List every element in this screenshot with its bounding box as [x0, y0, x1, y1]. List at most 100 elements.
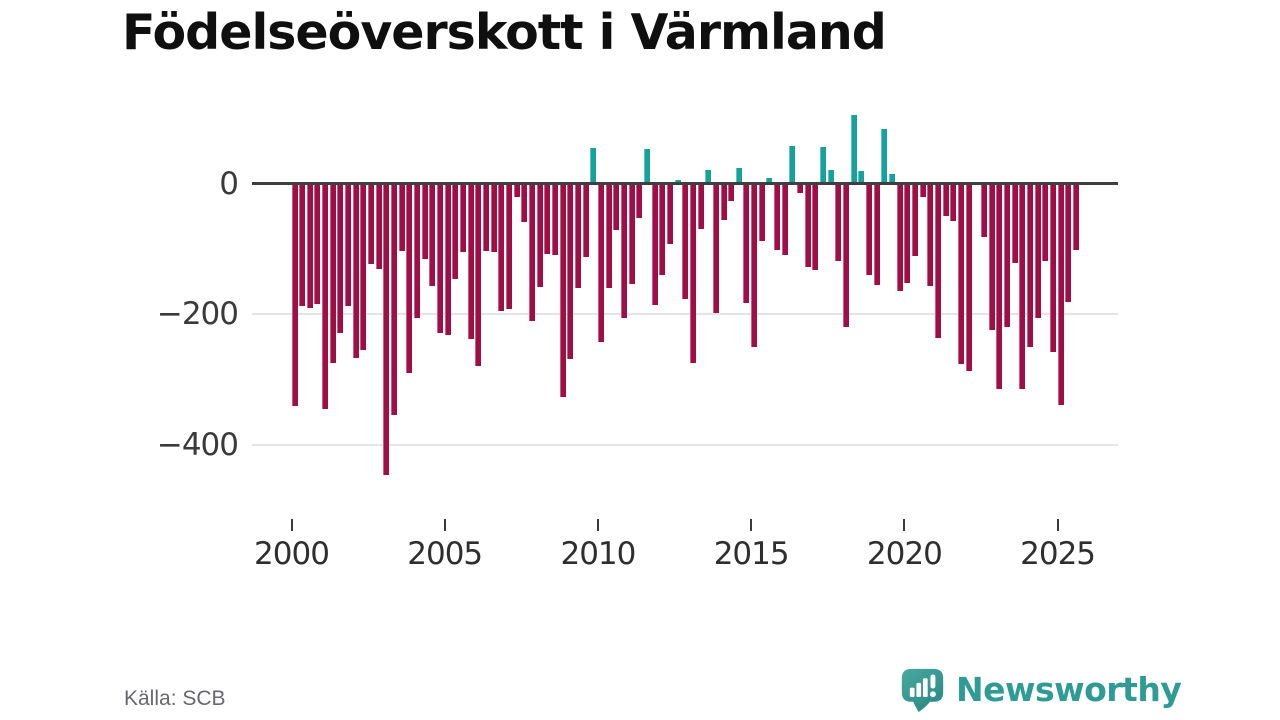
bar-2019Q1	[873, 183, 880, 285]
y-tick-label--400: −400	[156, 427, 239, 464]
bar-2009Q4	[590, 148, 597, 184]
bar-2013Q2	[697, 183, 704, 230]
bar-2018Q1	[843, 183, 850, 327]
bar-2004Q2	[421, 183, 428, 259]
x-tick-mark-2020	[903, 519, 906, 531]
bar-2007Q2	[513, 183, 520, 198]
bar-2005Q4	[467, 183, 474, 340]
bar-2000Q2	[299, 183, 306, 306]
brand-logo: Newsworthy	[899, 666, 1182, 713]
x-tick-label-2015: 2015	[713, 536, 790, 572]
bar-2023Q4	[1019, 183, 1026, 389]
bar-2004Q4	[437, 183, 444, 333]
bar-2019Q3	[889, 173, 896, 184]
bar-2021Q2	[942, 183, 949, 216]
bar-2013Q1	[689, 183, 696, 364]
bar-2019Q2	[881, 129, 888, 184]
bar-2006Q3	[490, 183, 497, 253]
bar-2006Q1	[475, 183, 482, 366]
bar-2010Q4	[620, 183, 627, 319]
bar-2021Q4	[958, 183, 964, 364]
x-tick-label-2005: 2005	[407, 536, 483, 572]
bar-2005Q3	[460, 183, 467, 253]
bar-2022Q1	[965, 183, 972, 371]
bar-2021Q3	[950, 183, 957, 221]
bar-2002Q4	[375, 183, 382, 270]
bar-2004Q1	[414, 183, 421, 318]
bar-2014Q3	[735, 167, 742, 184]
bar-2013Q4	[712, 183, 719, 313]
bar-2012Q3	[674, 179, 681, 184]
bar-2012Q2	[666, 183, 673, 244]
bar-2018Q2	[850, 115, 857, 184]
bar-2001Q2	[329, 183, 336, 363]
y-tick-label-0: 0	[219, 165, 239, 202]
brand-name: Newsworthy	[956, 670, 1182, 709]
bar-2025Q1	[1057, 183, 1064, 406]
x-tick-label-2025: 2025	[1020, 536, 1096, 572]
bar-2016Q2	[789, 146, 796, 184]
bar-2012Q4	[682, 183, 689, 299]
bar-2023Q1	[996, 183, 1003, 389]
x-tick-label-2010: 2010	[560, 536, 636, 572]
bar-2001Q4	[345, 183, 352, 306]
gridline--200	[252, 313, 1118, 316]
bar-2017Q3	[827, 169, 834, 184]
exclamation-glyph	[930, 674, 936, 698]
bar-2009Q3	[582, 183, 589, 257]
bar-2003Q3	[398, 183, 405, 251]
bar-2003Q4	[406, 183, 413, 374]
bar-2008Q2	[544, 183, 551, 255]
bar-2010Q2	[605, 183, 612, 289]
bar-2000Q4	[314, 183, 321, 305]
bar-2024Q1	[1026, 183, 1033, 347]
newsworthy-icon	[901, 668, 944, 713]
x-tick-mark-2010	[596, 519, 599, 531]
bar-2024Q3	[1042, 183, 1049, 262]
bar-2016Q3	[797, 183, 804, 194]
bar-2008Q4	[559, 183, 566, 397]
bar-2016Q4	[804, 183, 811, 267]
bar-2015Q1	[751, 183, 758, 347]
bar-2017Q4	[835, 183, 842, 262]
bar-2002Q3	[368, 183, 375, 264]
bar-2004Q3	[429, 183, 436, 287]
y-tick-label--200: −200	[156, 296, 239, 333]
bar-2014Q4	[743, 183, 750, 304]
bar-2009Q1	[567, 183, 574, 359]
bar-2012Q1	[659, 183, 666, 276]
bar-2003Q1	[383, 183, 390, 475]
bar-2020Q1	[904, 183, 911, 283]
bar-2024Q2	[1034, 183, 1041, 319]
bar-2010Q1	[597, 183, 604, 342]
bar-2006Q4	[498, 183, 505, 312]
x-tick-label-2000: 2000	[254, 536, 330, 572]
bar-2017Q2	[820, 146, 827, 184]
bar-2007Q4	[528, 183, 535, 321]
bar-2005Q1	[444, 183, 451, 336]
bar-chart-glyph	[909, 678, 928, 698]
source-label: Källa: SCB	[124, 687, 226, 710]
zero-axis-line	[252, 182, 1118, 185]
bar-2007Q1	[506, 183, 512, 310]
bar-2022Q4	[988, 183, 995, 330]
bar-2005Q2	[452, 183, 459, 279]
bar-2015Q3	[766, 177, 773, 184]
bar-2017Q1	[812, 183, 819, 270]
bar-2011Q3	[643, 148, 650, 184]
bar-2021Q1	[935, 183, 942, 339]
bar-2008Q3	[551, 183, 558, 256]
bar-2009Q2	[574, 183, 581, 289]
bar-2001Q1	[322, 183, 329, 410]
bar-2000Q1	[291, 183, 298, 406]
plot-area: 0 −200 −400 2000 2005 2010 2015 2020 2025	[156, 115, 1118, 572]
bar-2000Q3	[306, 183, 313, 308]
bar-2002Q1	[352, 183, 359, 359]
bar-2020Q2	[912, 183, 919, 257]
x-tick-label-2020: 2020	[866, 536, 943, 572]
bar-2003Q2	[391, 183, 398, 416]
bar-2014Q1	[720, 183, 727, 221]
speech-bubble-shape	[901, 668, 944, 713]
bar-2016Q1	[781, 183, 788, 255]
bar-2020Q3	[919, 183, 926, 198]
